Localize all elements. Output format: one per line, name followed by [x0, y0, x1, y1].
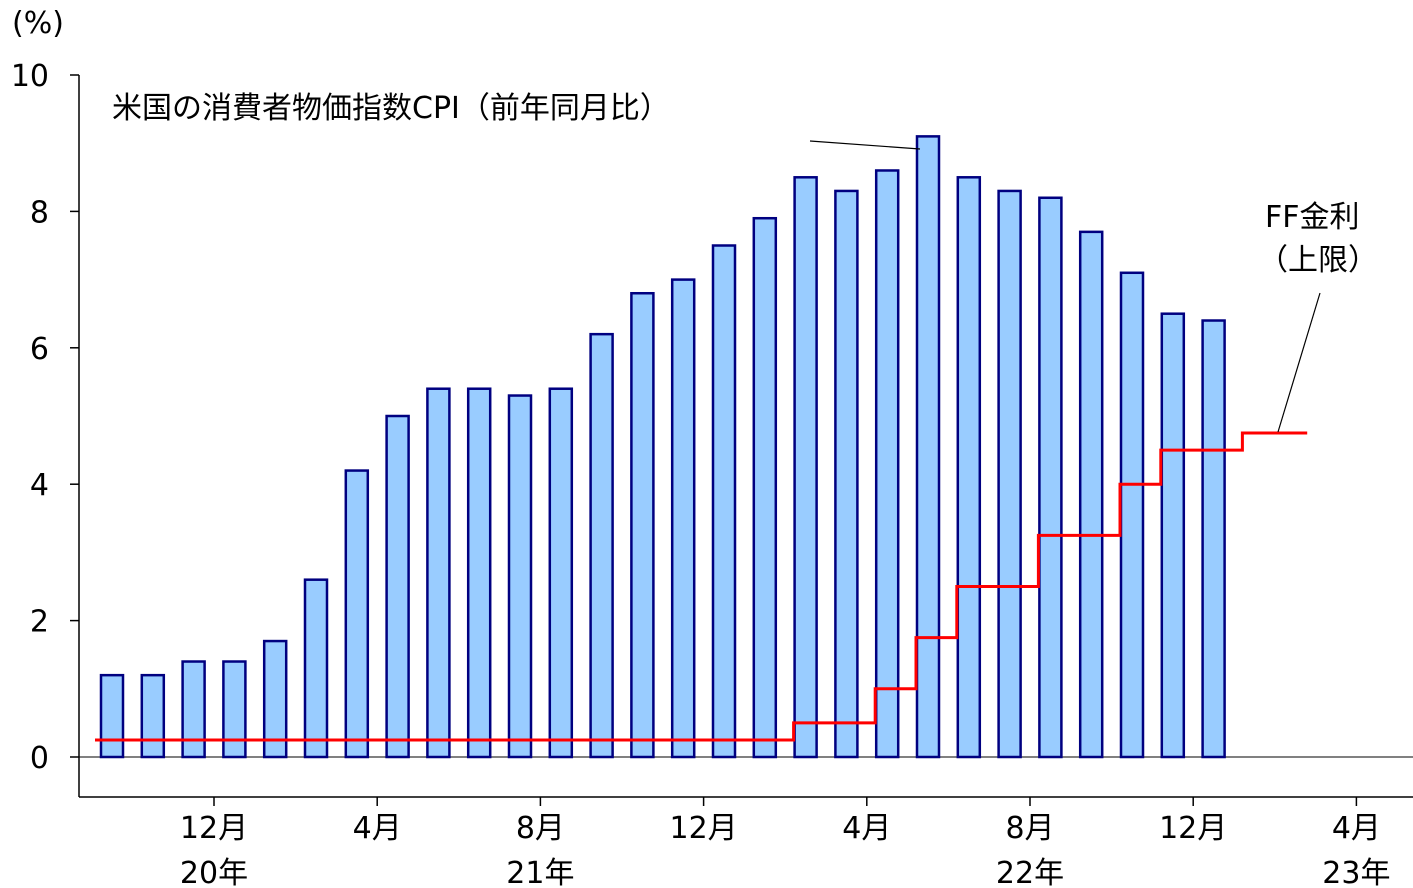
cpi-bar [917, 136, 939, 757]
x-tick-label: 12月 [180, 811, 248, 846]
cpi-bar [1203, 321, 1225, 757]
cpi-bar [550, 389, 572, 757]
ff-annotation: FF金利 （上限） [1258, 200, 1378, 432]
x-year-label: 20年 [180, 856, 248, 888]
cpi-bar [387, 416, 409, 757]
cpi-bar [631, 293, 653, 757]
x-year-label: 22年 [996, 856, 1064, 888]
cpi-bar [1121, 273, 1143, 757]
x-tick-label: 4月 [1332, 811, 1381, 846]
cpi-bar [183, 662, 205, 757]
x-tick-label: 12月 [1159, 811, 1227, 846]
y-tick-label: 10 [11, 59, 49, 94]
y-tick-label: 0 [30, 741, 49, 776]
cpi-bar [223, 662, 245, 757]
y-axis-ticks: 0 2 4 6 8 10 [11, 59, 79, 776]
x-tick-label: 12月 [670, 811, 738, 846]
cpi-bar [876, 170, 898, 757]
cpi-bar [101, 675, 123, 757]
x-tick-label: 8月 [1005, 811, 1054, 846]
cpi-bar [1080, 232, 1102, 757]
cpi-bar [1162, 314, 1184, 757]
cpi-bar [468, 389, 490, 757]
cpi-bar [672, 280, 694, 757]
cpi-leader-line [810, 141, 920, 149]
y-unit-label: (%) [12, 6, 64, 41]
cpi-bar [999, 191, 1021, 757]
x-axis-ticks: 12月 4月 8月 12月 4月 8月 12月 4月 20年 21年 22年 23年 [180, 797, 1391, 888]
cpi-series-label: 米国の消費者物価指数CPI（前年同月比） [112, 91, 670, 126]
x-tick-label: 8月 [516, 811, 565, 846]
cpi-bars [101, 136, 1225, 757]
cpi-bar [427, 389, 449, 757]
cpi-bar [305, 580, 327, 757]
ff-leader-line [1278, 293, 1320, 432]
cpi-bar [754, 218, 776, 757]
cpi-bar [1039, 198, 1061, 757]
cpi-bar [958, 177, 980, 757]
cpi-bar [795, 177, 817, 757]
y-tick-label: 8 [30, 195, 49, 230]
cpi-bar [346, 471, 368, 757]
y-tick-label: 6 [30, 332, 49, 367]
cpi-bar [509, 396, 531, 757]
x-year-label: 23年 [1322, 856, 1390, 888]
cpi-bar [142, 675, 164, 757]
cpi-bar [835, 191, 857, 757]
ff-series-label-sub: （上限） [1258, 243, 1378, 278]
y-tick-label: 4 [30, 468, 49, 503]
x-tick-label: 4月 [842, 811, 891, 846]
cpi-bar [591, 334, 613, 757]
x-year-label: 21年 [506, 856, 574, 888]
ff-series-label: FF金利 [1265, 200, 1360, 235]
x-tick-label: 4月 [353, 811, 402, 846]
cpi-annotation: 米国の消費者物価指数CPI（前年同月比） [112, 91, 920, 149]
y-tick-label: 2 [30, 605, 49, 640]
cpi-bar [713, 246, 735, 758]
